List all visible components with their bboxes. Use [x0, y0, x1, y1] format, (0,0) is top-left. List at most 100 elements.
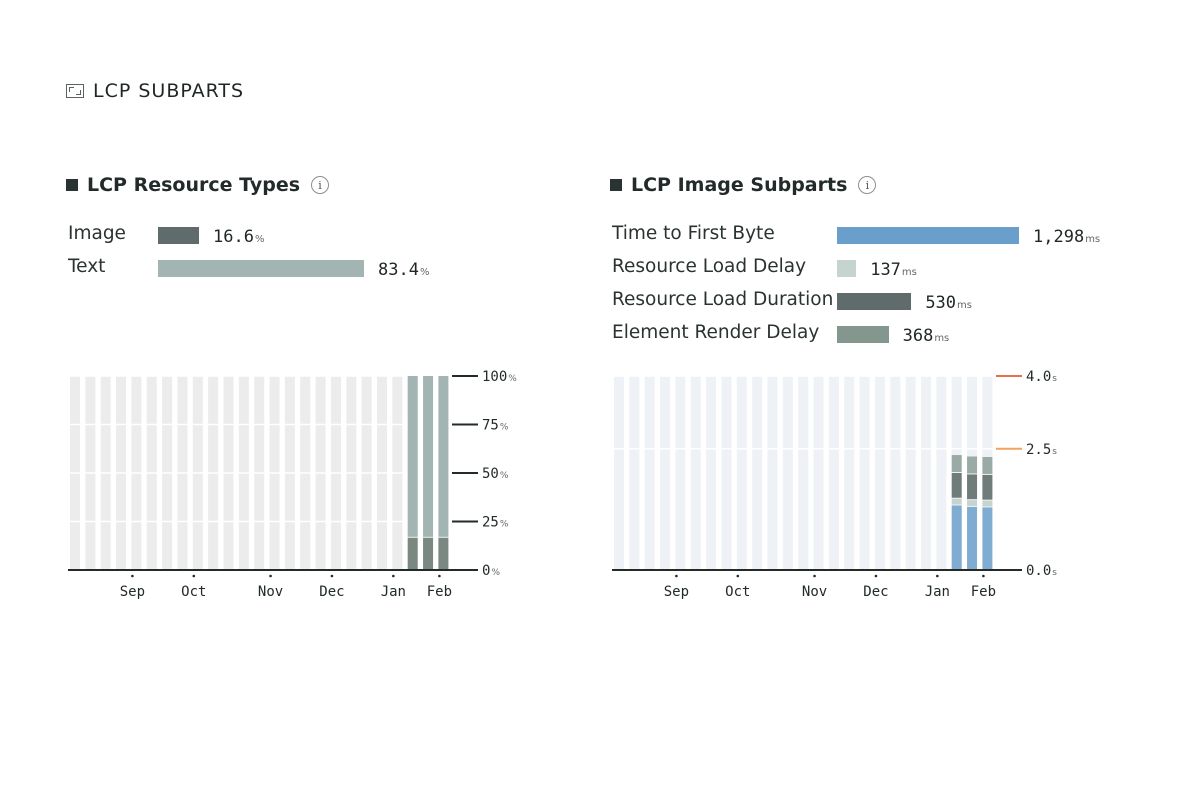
- x-tick-label: Feb: [427, 584, 452, 600]
- empty-bar: [767, 376, 778, 570]
- x-tick-mark: [269, 574, 272, 578]
- x-tick-mark: [675, 574, 678, 578]
- resource-type-label-image: Image: [68, 223, 126, 244]
- subpart-value-load-delay: 137ms: [870, 260, 917, 280]
- x-tick-label: Jan: [381, 584, 406, 600]
- empty-bar: [706, 376, 717, 570]
- bar-segment-text: [438, 376, 449, 537]
- x-tick-mark: [392, 574, 395, 578]
- resource-types-info-icon[interactable]: i: [311, 176, 330, 194]
- subpart-bar-render-delay: [837, 326, 889, 343]
- image-subparts-history-chart: Sep Oct Nov Dec Jan Feb 4.0s 2.5s 0.0s: [612, 369, 1057, 600]
- y-tick-label: 0.0s: [1026, 563, 1057, 579]
- empty-bar: [844, 376, 855, 570]
- x-tick-label: Jan: [925, 584, 950, 600]
- image-subparts-square-icon: [610, 179, 622, 191]
- y-tick-unit: s: [1052, 568, 1057, 578]
- empty-bar: [614, 376, 624, 570]
- bar-segment-element-render-delay: [967, 456, 978, 474]
- y-tick-unit: %: [508, 374, 517, 384]
- x-tick-mark: [330, 574, 334, 578]
- subpart-value-render-delay: 368ms: [902, 326, 950, 346]
- empty-bar: [874, 376, 885, 570]
- empty-bar: [675, 376, 686, 570]
- bar-segment-resource-load-delay: [967, 500, 978, 506]
- bar-segment-image: [407, 537, 418, 569]
- subpart-label-load-delay: Resource Load Delay: [612, 256, 807, 277]
- bar-segment-resource-load-delay: [951, 498, 962, 505]
- x-tick-mark: [813, 574, 816, 578]
- x-tick-mark: [736, 574, 740, 578]
- resource-type-value-image: 16.6%: [213, 227, 265, 247]
- x-tick-mark: [982, 574, 985, 578]
- subpart-value-load-duration: 530ms: [925, 293, 972, 313]
- empty-bar: [936, 376, 947, 570]
- bar-segment-element-render-delay: [951, 455, 962, 472]
- section-title: LCP SUBPARTS: [93, 80, 245, 102]
- x-tick-label: Dec: [319, 584, 344, 600]
- x-tick-label: Dec: [863, 584, 888, 600]
- x-tick-label: Nov: [802, 584, 827, 600]
- subpart-label-render-delay: Element Render Delay: [612, 322, 820, 343]
- empty-bar: [890, 376, 901, 570]
- bar-segment-resource-load-duration: [951, 473, 962, 498]
- y-tick-unit: %: [500, 423, 509, 433]
- empty-bar: [660, 376, 671, 570]
- y-tick-unit: %: [500, 520, 509, 530]
- empty-bar: [813, 376, 824, 570]
- resource-types-square-icon: [66, 179, 78, 191]
- x-tick-label: Feb: [971, 584, 996, 600]
- frame-corners-icon: [66, 84, 84, 98]
- bar-segment-time-to-first-byte: [982, 507, 993, 569]
- bar-segment-text: [423, 376, 434, 537]
- resource-type-label-text: Text: [68, 256, 106, 277]
- y-tick-unit: %: [491, 568, 500, 578]
- empty-bar: [859, 376, 870, 570]
- subpart-label-ttfb: Time to First Byte: [612, 223, 775, 244]
- empty-bar: [629, 376, 640, 570]
- resource-type-bar-image: [158, 227, 199, 244]
- x-tick-mark: [438, 574, 441, 578]
- resource-type-bar-text: [158, 260, 364, 277]
- y-tick-label: 100%: [482, 369, 517, 385]
- image-subparts-info-icon[interactable]: i: [858, 176, 877, 194]
- resource-types-history-chart: Sep Oct Nov Dec Jan Feb 100% 75% 50% 25% 0%: [68, 369, 517, 600]
- y-tick-label: 75%: [482, 418, 509, 434]
- x-tick-label: Sep: [664, 584, 689, 600]
- empty-bar: [828, 376, 839, 570]
- resource-type-value-text: 83.4%: [378, 260, 430, 280]
- subpart-bar-load-delay: [837, 260, 857, 277]
- y-tick-label: 4.0s: [1026, 369, 1057, 385]
- bar-segment-text: [407, 376, 418, 537]
- bar-segment-image: [438, 537, 449, 569]
- subpart-value-ttfb: 1,298ms: [1033, 227, 1101, 247]
- x-tick-label: Nov: [258, 584, 283, 600]
- x-tick-label: Sep: [120, 584, 145, 600]
- bar-segment-element-render-delay: [982, 456, 993, 474]
- x-tick-mark: [192, 574, 196, 578]
- y-tick-unit: s: [1052, 374, 1057, 384]
- empty-bar: [736, 376, 747, 570]
- x-tick-mark: [936, 574, 939, 578]
- x-tick-label: Oct: [725, 584, 750, 600]
- x-tick-mark: [131, 574, 134, 578]
- subpart-bar-ttfb: [837, 227, 1019, 244]
- x-tick-mark: [874, 574, 878, 578]
- subpart-label-load-duration: Resource Load Duration: [612, 289, 834, 310]
- bar-segment-resource-load-duration: [982, 474, 993, 500]
- y-tick-label: 25%: [482, 515, 509, 531]
- bar-segment-image: [423, 537, 434, 569]
- resource-types-header: LCP Resource Types i: [66, 173, 330, 197]
- empty-bar: [644, 376, 655, 570]
- empty-bar: [798, 376, 809, 570]
- resource-types-title: LCP Resource Types: [87, 174, 301, 196]
- empty-bar: [782, 376, 793, 570]
- y-tick-unit: %: [500, 471, 509, 481]
- image-subparts-title: LCP Image Subparts: [631, 174, 848, 196]
- section-header: LCP SUBPARTS: [66, 78, 244, 104]
- y-tick-label: 2.5s: [1026, 442, 1057, 458]
- x-tick-label: Oct: [181, 584, 206, 600]
- subpart-bar-load-duration: [837, 293, 912, 310]
- bar-segment-time-to-first-byte: [951, 505, 962, 569]
- bar-segment-resource-load-duration: [967, 474, 978, 500]
